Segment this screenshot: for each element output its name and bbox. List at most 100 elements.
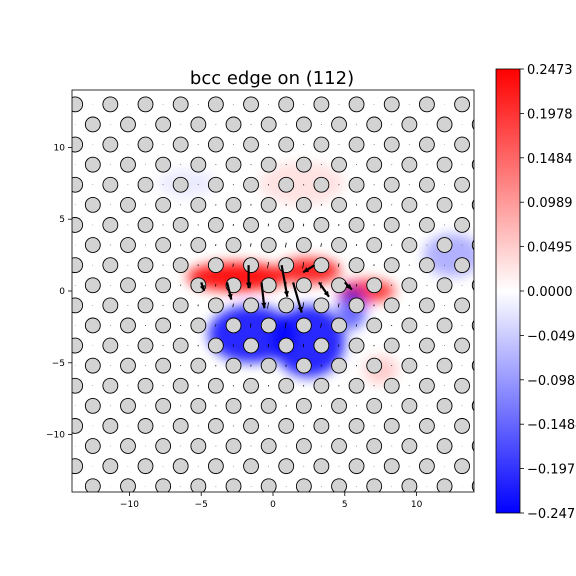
atom	[295, 116, 312, 133]
core-arrow-head	[227, 293, 233, 300]
atom	[243, 96, 259, 113]
atom	[207, 96, 224, 113]
field-lobe-positive	[258, 161, 345, 205]
atom	[260, 237, 277, 253]
atom	[383, 458, 400, 475]
atom-layer	[50, 96, 474, 492]
atom	[155, 438, 172, 454]
atom	[454, 418, 470, 434]
atom	[401, 317, 418, 334]
atom	[313, 217, 330, 233]
atom	[172, 176, 189, 193]
atom	[295, 438, 312, 454]
atom	[190, 438, 207, 454]
atom	[190, 116, 207, 133]
atom	[72, 176, 84, 193]
atom	[331, 357, 347, 374]
atom	[50, 238, 65, 253]
atom	[454, 136, 470, 153]
atom	[172, 96, 189, 113]
atom	[295, 478, 312, 492]
atom	[260, 116, 277, 133]
atom	[137, 377, 154, 394]
atom	[155, 156, 172, 173]
atom	[155, 317, 172, 334]
y-tick-label: −5	[52, 359, 65, 369]
atom	[401, 397, 418, 414]
atom	[120, 397, 136, 414]
atom	[401, 357, 418, 374]
atom	[243, 297, 259, 314]
atom	[120, 196, 136, 213]
atom	[331, 317, 347, 334]
atom	[454, 297, 470, 314]
atom	[207, 217, 224, 233]
atom	[418, 418, 435, 434]
atom	[137, 458, 154, 475]
atom	[278, 136, 295, 153]
atom	[243, 217, 259, 233]
atom	[72, 297, 84, 314]
atom	[120, 277, 136, 294]
atom	[207, 377, 224, 394]
atom	[190, 357, 207, 374]
colorbar-gradient	[495, 68, 521, 514]
atom	[50, 117, 65, 132]
core-arrow-head	[245, 282, 252, 289]
core-arrow-head	[297, 306, 303, 313]
atom	[313, 418, 330, 434]
colorbar-tick-label: 0.0000	[527, 285, 573, 300]
atom	[172, 136, 189, 153]
atom	[155, 116, 172, 133]
displacement-tick	[284, 322, 287, 329]
y-axis: −10 −5 0 5 10	[46, 143, 72, 441]
atom	[471, 239, 474, 251]
core-arrow-head	[199, 285, 205, 291]
atom	[137, 257, 154, 274]
atom	[137, 297, 154, 314]
atom	[102, 418, 119, 434]
atom	[278, 418, 295, 434]
atom	[436, 277, 453, 294]
colorbar-tick-label: 0.1978	[527, 107, 573, 122]
atom	[348, 337, 365, 354]
plot-area	[50, 90, 474, 492]
atom	[348, 458, 365, 475]
atom	[295, 156, 312, 173]
atom	[84, 438, 101, 454]
atom	[331, 196, 347, 213]
atom	[278, 257, 295, 274]
atom	[436, 196, 453, 213]
atom	[331, 277, 347, 294]
displacement-tick	[250, 243, 252, 247]
core-arrow-head	[303, 267, 310, 273]
atom	[207, 418, 224, 434]
atom	[436, 116, 453, 133]
atom	[50, 318, 65, 333]
atom	[278, 217, 295, 233]
displacement-tick	[232, 263, 234, 267]
atom	[366, 277, 383, 294]
atom	[190, 156, 207, 173]
colorbar-ticks: 0.2473 0.1978 0.1484 0.0989 0.0495 0.0000 −0.0…	[520, 63, 576, 522]
atom	[50, 439, 65, 454]
atom	[137, 217, 154, 233]
atom	[190, 277, 207, 294]
x-tick-label: 0	[270, 500, 276, 510]
atom	[102, 297, 119, 314]
atom	[120, 357, 136, 374]
atom	[137, 96, 154, 113]
atom	[471, 440, 474, 452]
atom	[225, 237, 242, 253]
atom	[172, 418, 189, 434]
atom	[155, 478, 172, 492]
atom	[471, 119, 474, 130]
atom	[454, 257, 470, 274]
atom	[260, 317, 277, 334]
atom	[313, 96, 330, 113]
atom	[366, 478, 383, 492]
atom	[471, 199, 474, 211]
atom	[102, 136, 119, 153]
atom	[278, 377, 295, 394]
